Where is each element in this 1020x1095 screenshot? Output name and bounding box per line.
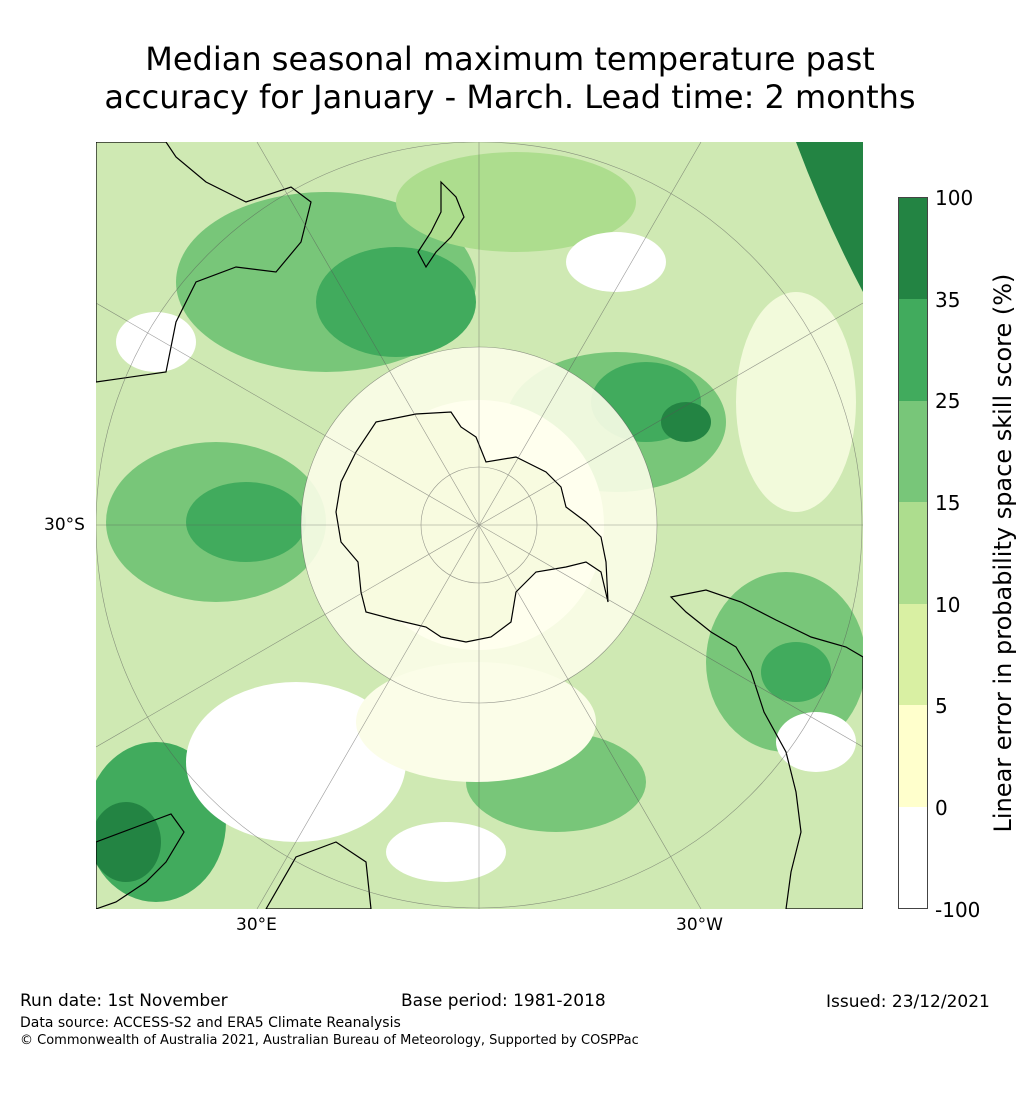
lon-label-30e: 30°E [236,915,277,935]
south-america-coastline [669,589,863,909]
map-canvas [96,142,863,909]
base-period: Base period: 1981-2018 [401,991,606,1011]
colorbar-segment-25-35 [899,299,927,401]
colorbar-tick: 35 [935,288,961,312]
colorbar-segment-35-100 [899,198,927,300]
africa-coastline [96,813,372,909]
colorbar-tick: 0 [935,796,948,820]
title-line-2: accuracy for January - March. Lead time:… [104,78,916,116]
copyright: © Commonwealth of Australia 2021, Austra… [20,1033,639,1048]
australia-coastline [96,142,312,383]
colorbar-segment-neg100-0 [899,806,927,908]
colorbar-segment-15-25 [899,400,927,503]
colorbar-tick: 5 [935,694,948,718]
skill-map [96,142,863,909]
colorbar-segment-10-15 [899,502,927,604]
colorbar-segment-0-5 [899,705,927,807]
data-source: Data source: ACCESS-S2 and ERA5 Climate … [20,1015,401,1031]
new-zealand-coastline [417,180,465,269]
issued-date: Issued: 23/12/2021 [826,992,990,1012]
lon-label-30w: 30°W [676,915,723,935]
colorbar-tick: 15 [935,491,961,515]
graticule [96,142,863,909]
title-line-1: Median seasonal maximum temperature past [145,40,875,78]
colorbar-tick: 10 [935,593,961,617]
colorbar-segment-5-10 [899,603,927,706]
colorbar-tick: 100 [935,186,974,210]
colorbar [898,197,928,909]
colorbar-tick: 25 [935,389,961,413]
chart-title: Median seasonal maximum temperature past… [0,40,1020,116]
run-date: Run date: 1st November [20,991,228,1011]
colorbar-tick: -100 [935,898,981,922]
lat-label-30s: 30°S [44,515,85,535]
colorbar-label: Linear error in probability space skill … [989,273,1017,833]
antarctica-coastline [335,411,609,643]
